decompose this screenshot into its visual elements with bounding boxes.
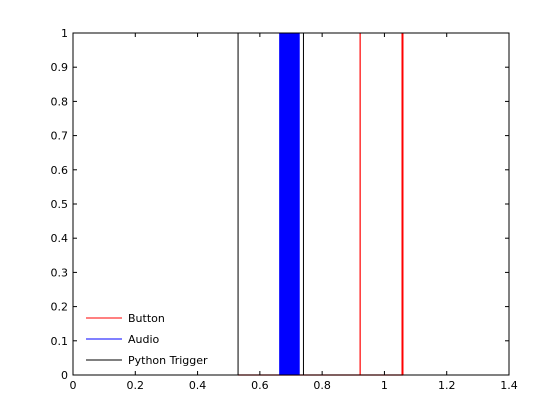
y-tick-label: 0.9: [51, 61, 69, 74]
x-tick-label: 0.2: [127, 379, 145, 392]
legend-label-audio: Audio: [128, 333, 160, 346]
x-tick-label: 0: [70, 379, 77, 392]
y-tick-label: 0.3: [51, 266, 69, 279]
x-tick-label: 0.8: [313, 379, 331, 392]
y-tick-label: 0.6: [51, 164, 69, 177]
y-tick-label: 0.2: [51, 301, 69, 314]
x-tick-label: 1: [381, 379, 388, 392]
x-tick-label: 0.4: [189, 379, 207, 392]
y-tick-label: 0: [61, 369, 68, 382]
y-tick-label: 0.1: [51, 335, 69, 348]
legend: Button Audio Python Trigger: [86, 312, 208, 367]
y-tick-label: 1: [61, 27, 68, 40]
y-tick-label: 0.5: [51, 198, 69, 211]
x-tick-label: 0.6: [251, 379, 269, 392]
audio-band: [279, 33, 300, 375]
x-tick-label: 1.4: [500, 379, 518, 392]
x-tick-label: 1.2: [438, 379, 456, 392]
y-tick-label: 0.7: [51, 130, 69, 143]
axes-layer: 0 0.2 0.4 0.6 0.8 1 1.2 1.4 0 0.1 0.2 0.3 0.4 0.5 0.6 0…: [51, 27, 518, 392]
legend-label-python-trigger: Python Trigger: [128, 354, 208, 367]
legend-label-button: Button: [128, 312, 165, 325]
y-tick-label: 0.4: [51, 232, 69, 245]
y-tick-label: 0.8: [51, 95, 69, 108]
